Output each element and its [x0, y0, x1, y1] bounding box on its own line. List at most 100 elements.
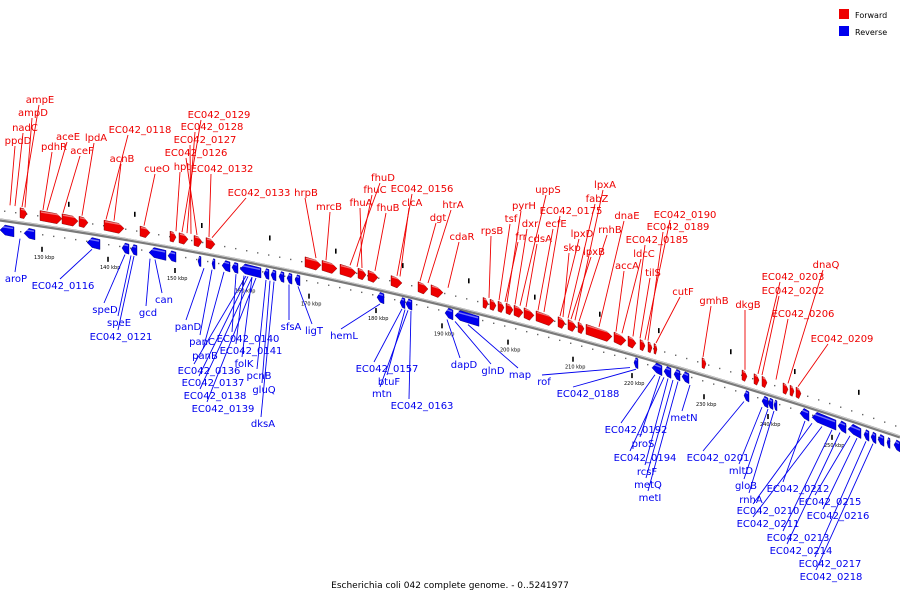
track-dot — [257, 252, 259, 254]
leader-line — [647, 381, 679, 492]
track-dot — [719, 367, 721, 370]
leader-line — [644, 219, 671, 340]
reverse-gene — [847, 423, 862, 439]
gene-label: gcd — [139, 308, 157, 319]
leader-line — [621, 258, 642, 334]
reverse-gene — [405, 298, 413, 311]
track-dot — [680, 373, 682, 375]
leader-line — [615, 270, 625, 332]
gene-label: tsf — [505, 214, 518, 225]
gene-label: pcnB — [246, 371, 271, 382]
forward-gene — [417, 281, 429, 295]
leader-line — [349, 182, 381, 266]
track-dot — [526, 330, 528, 333]
forward-gene — [178, 232, 189, 245]
gene-label: EC042_0213 — [767, 533, 830, 544]
leader-line — [447, 241, 460, 288]
track-dot — [829, 402, 831, 405]
forward-gene — [357, 267, 367, 281]
track-dot — [202, 241, 204, 244]
leader-line — [408, 311, 412, 400]
track-dot — [218, 262, 220, 265]
gene-label: dkgB — [735, 300, 760, 311]
genome-backbone-highlight — [0, 218, 900, 437]
track-dot — [301, 260, 303, 263]
tick-mark — [134, 211, 136, 217]
gene-label: EC042_0118 — [109, 125, 172, 136]
forward-gene — [701, 357, 707, 370]
leader-line — [504, 241, 519, 302]
track-dot — [158, 234, 160, 236]
tick-mark — [269, 235, 271, 241]
track-dot — [427, 306, 429, 308]
reverse-gene — [86, 237, 101, 250]
leader-line — [454, 321, 492, 365]
gene-label: EC042_0128 — [181, 122, 244, 133]
forward-gene — [39, 210, 63, 224]
track-dot — [724, 386, 726, 389]
leader-line — [632, 244, 646, 337]
genome-caption: Escherichia coli 042 complete genome. - … — [331, 581, 569, 591]
gene-label: cdaR — [450, 232, 475, 243]
reverse-gene — [743, 390, 750, 403]
track-dot — [339, 286, 341, 289]
reverse-gene — [286, 272, 293, 285]
gene-label: lpxB — [583, 247, 605, 258]
gene-label: EC042_0209 — [811, 334, 874, 345]
track-dot — [493, 322, 495, 324]
leader-line — [562, 252, 570, 318]
gene-label: glnD — [481, 366, 504, 377]
forward-gene — [78, 216, 89, 228]
leader-line — [748, 410, 775, 494]
leader-line — [399, 207, 410, 277]
tick-label: 170 kbp — [301, 302, 321, 308]
gene-label: pyrH — [512, 201, 536, 212]
track-dot — [108, 244, 110, 246]
reverse-gene — [863, 429, 870, 442]
track-dot — [356, 272, 358, 275]
leader-line — [757, 281, 781, 374]
reverse-gene — [663, 366, 672, 379]
tick-mark — [308, 293, 310, 299]
leader-line — [208, 173, 212, 238]
track-dot — [818, 399, 820, 401]
forward-gene — [782, 382, 789, 395]
gene-label: dksA — [251, 419, 275, 430]
leader-line — [419, 222, 437, 282]
legend-reverse-label: Reverse — [855, 28, 887, 37]
gene-label: dgt — [430, 213, 447, 224]
gene-label: ecfE — [545, 219, 567, 230]
track-dot — [862, 413, 864, 416]
leader-line — [620, 374, 656, 424]
track-dot — [141, 249, 143, 251]
gene-label: nadC — [12, 123, 38, 134]
leader-line — [822, 438, 858, 510]
forward-gene — [761, 375, 768, 388]
forward-gene — [497, 300, 505, 313]
gene-label: mtn — [372, 389, 392, 400]
leader-line — [202, 271, 225, 350]
track-dot — [185, 256, 187, 259]
leader-line — [570, 256, 592, 320]
gene-label: dnaE — [614, 211, 639, 222]
track-dot — [735, 390, 737, 392]
reverse-gene — [23, 228, 36, 241]
reverse-gene — [121, 242, 130, 255]
leader-line — [543, 215, 561, 313]
gene-label: gmhB — [699, 296, 728, 307]
reverse-gene — [877, 434, 885, 447]
leader-line — [498, 223, 511, 301]
forward-gene — [577, 321, 585, 334]
track-dot — [515, 328, 517, 330]
gene-label: EC042_0129 — [188, 110, 251, 121]
tick-mark — [703, 394, 705, 400]
leader-line — [782, 420, 806, 483]
leader-line — [175, 171, 181, 232]
leader-line — [645, 379, 674, 479]
leader-line — [231, 274, 237, 333]
reverse-gene — [799, 408, 810, 422]
forward-gene — [647, 341, 653, 354]
gene-label: EC042_0139 — [192, 404, 255, 415]
leader-line — [702, 401, 745, 452]
reverse-gene — [681, 371, 690, 385]
